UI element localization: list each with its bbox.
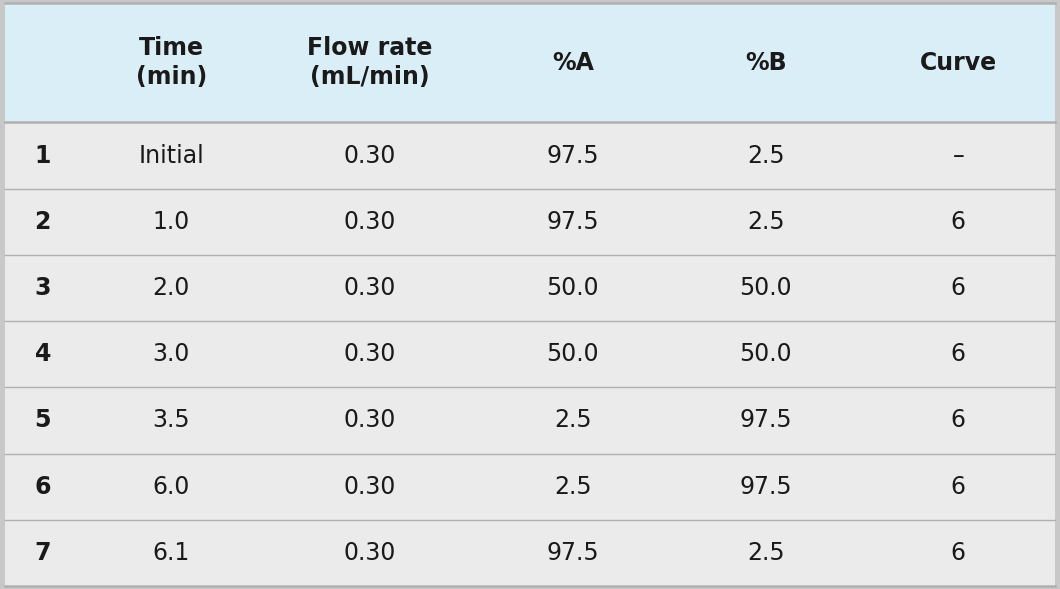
Bar [5,454,81,520]
Bar [81,3,262,123]
Text: 3: 3 [35,276,51,300]
Text: 0.30: 0.30 [343,144,395,168]
Bar [476,321,669,388]
Text: 97.5: 97.5 [739,475,792,499]
Text: 97.5: 97.5 [547,144,599,168]
Bar [669,520,862,586]
Text: 6: 6 [951,210,966,234]
Text: 0.30: 0.30 [343,475,395,499]
Bar [862,3,1055,123]
Text: Time
(min): Time (min) [136,37,207,89]
Text: 0.30: 0.30 [343,409,395,432]
Text: 2.0: 2.0 [153,276,190,300]
Bar [862,321,1055,388]
Text: Initial: Initial [139,144,205,168]
Bar [5,3,81,123]
Bar [669,321,862,388]
Text: –: – [953,144,965,168]
Text: 2: 2 [35,210,51,234]
Bar [669,388,862,454]
Text: Curve: Curve [920,51,996,75]
Bar [262,188,476,255]
Bar [669,123,862,188]
Text: 6.1: 6.1 [153,541,190,565]
Text: 2.5: 2.5 [554,409,591,432]
Bar [669,3,862,123]
Bar [262,520,476,586]
Bar [669,255,862,321]
Bar [476,3,669,123]
Text: 2.5: 2.5 [746,541,784,565]
Text: 97.5: 97.5 [547,210,599,234]
Bar [5,388,81,454]
Bar [81,123,262,188]
Bar [81,388,262,454]
Text: 5: 5 [35,409,51,432]
Text: 0.30: 0.30 [343,541,395,565]
Bar [5,321,81,388]
Bar [262,3,476,123]
Bar [476,520,669,586]
Text: 0.30: 0.30 [343,276,395,300]
Bar [81,188,262,255]
Bar [862,388,1055,454]
Bar [862,123,1055,188]
Text: 3.5: 3.5 [153,409,190,432]
Bar [476,454,669,520]
Text: 1.0: 1.0 [153,210,190,234]
Text: 6: 6 [35,475,51,499]
Bar [476,188,669,255]
Text: 97.5: 97.5 [739,409,792,432]
Text: Flow rate
(mL/min): Flow rate (mL/min) [306,37,432,89]
Bar [669,188,862,255]
Bar [476,123,669,188]
Text: %A: %A [552,51,594,75]
Text: 2.5: 2.5 [554,475,591,499]
Text: 7: 7 [35,541,51,565]
Bar [81,321,262,388]
Text: 6.0: 6.0 [153,475,190,499]
Bar [5,123,81,188]
Bar [262,123,476,188]
Bar [476,255,669,321]
Text: 0.30: 0.30 [343,342,395,366]
Bar [262,388,476,454]
Bar [862,520,1055,586]
Bar [5,188,81,255]
Text: 50.0: 50.0 [739,276,792,300]
Bar [81,454,262,520]
Bar [262,255,476,321]
Text: 2.5: 2.5 [746,144,784,168]
Text: 1: 1 [35,144,51,168]
Bar [5,520,81,586]
Bar [262,321,476,388]
Bar [862,454,1055,520]
Text: %B: %B [745,51,787,75]
Bar [862,255,1055,321]
Text: 0.30: 0.30 [343,210,395,234]
Bar [476,388,669,454]
Text: 4: 4 [35,342,51,366]
Bar [81,255,262,321]
Text: 6: 6 [951,342,966,366]
Bar [862,188,1055,255]
Text: 6: 6 [951,475,966,499]
Text: 50.0: 50.0 [547,276,599,300]
Text: 6: 6 [951,409,966,432]
Bar [262,454,476,520]
Text: 50.0: 50.0 [547,342,599,366]
Text: 2.5: 2.5 [746,210,784,234]
Bar [669,454,862,520]
Text: 97.5: 97.5 [547,541,599,565]
Bar [5,255,81,321]
Text: 3.0: 3.0 [153,342,190,366]
Text: 6: 6 [951,541,966,565]
Text: 50.0: 50.0 [739,342,792,366]
Text: 6: 6 [951,276,966,300]
Bar [81,520,262,586]
